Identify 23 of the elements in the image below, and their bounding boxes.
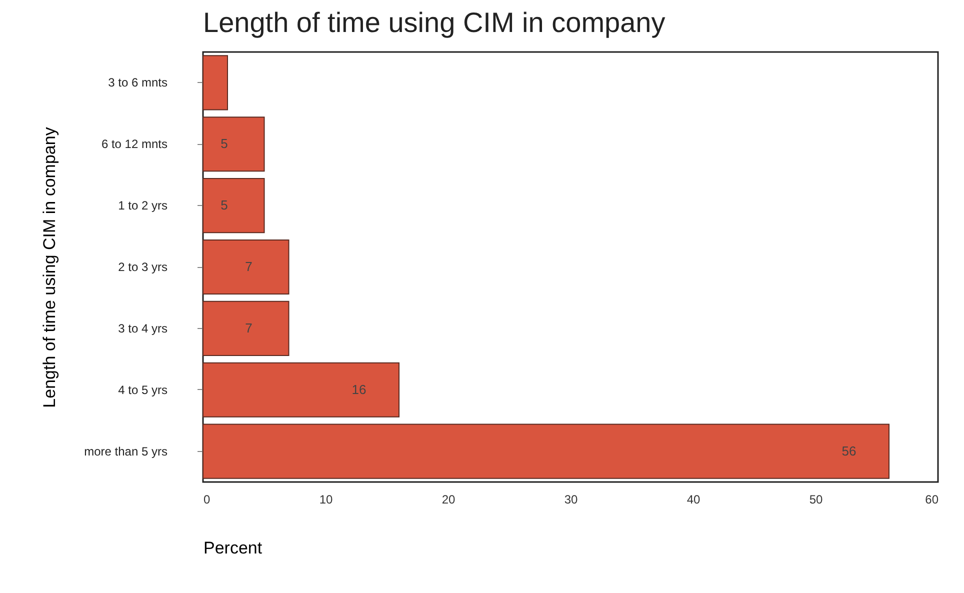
y-tick-label: more than 5 yrs: [84, 444, 168, 458]
data-label: 5: [220, 136, 228, 152]
y-tick-label: 4 to 5 yrs: [118, 382, 168, 397]
data-label: 56: [842, 443, 856, 458]
y-tick-label: 3 to 6 mnts: [108, 76, 168, 90]
data-label: 16: [352, 382, 366, 397]
x-tick-label: 60: [925, 492, 939, 506]
data-label: 5: [220, 198, 228, 213]
x-tick-label: 10: [319, 492, 333, 506]
data-label: 7: [245, 320, 252, 336]
data-label: 7: [245, 259, 252, 274]
x-tick-label: 30: [564, 492, 578, 506]
chart-title: Length of time using CIM in company: [203, 7, 666, 38]
x-tick-label: 40: [686, 492, 700, 506]
y-tick-label: 2 to 3 yrs: [118, 260, 168, 274]
y-tick-label: 6 to 12 mnts: [101, 137, 168, 152]
x-tick-label: 50: [809, 492, 823, 506]
x-tick-label: 0: [204, 492, 210, 506]
x-tick-label: 20: [442, 492, 456, 506]
y-tick-label: 3 to 4 yrs: [118, 321, 168, 336]
x-axis-title: Percent: [204, 538, 262, 558]
y-axis-title: Length of time using CIM in company: [40, 126, 60, 408]
y-tick-label: 1 to 2 yrs: [118, 198, 168, 213]
